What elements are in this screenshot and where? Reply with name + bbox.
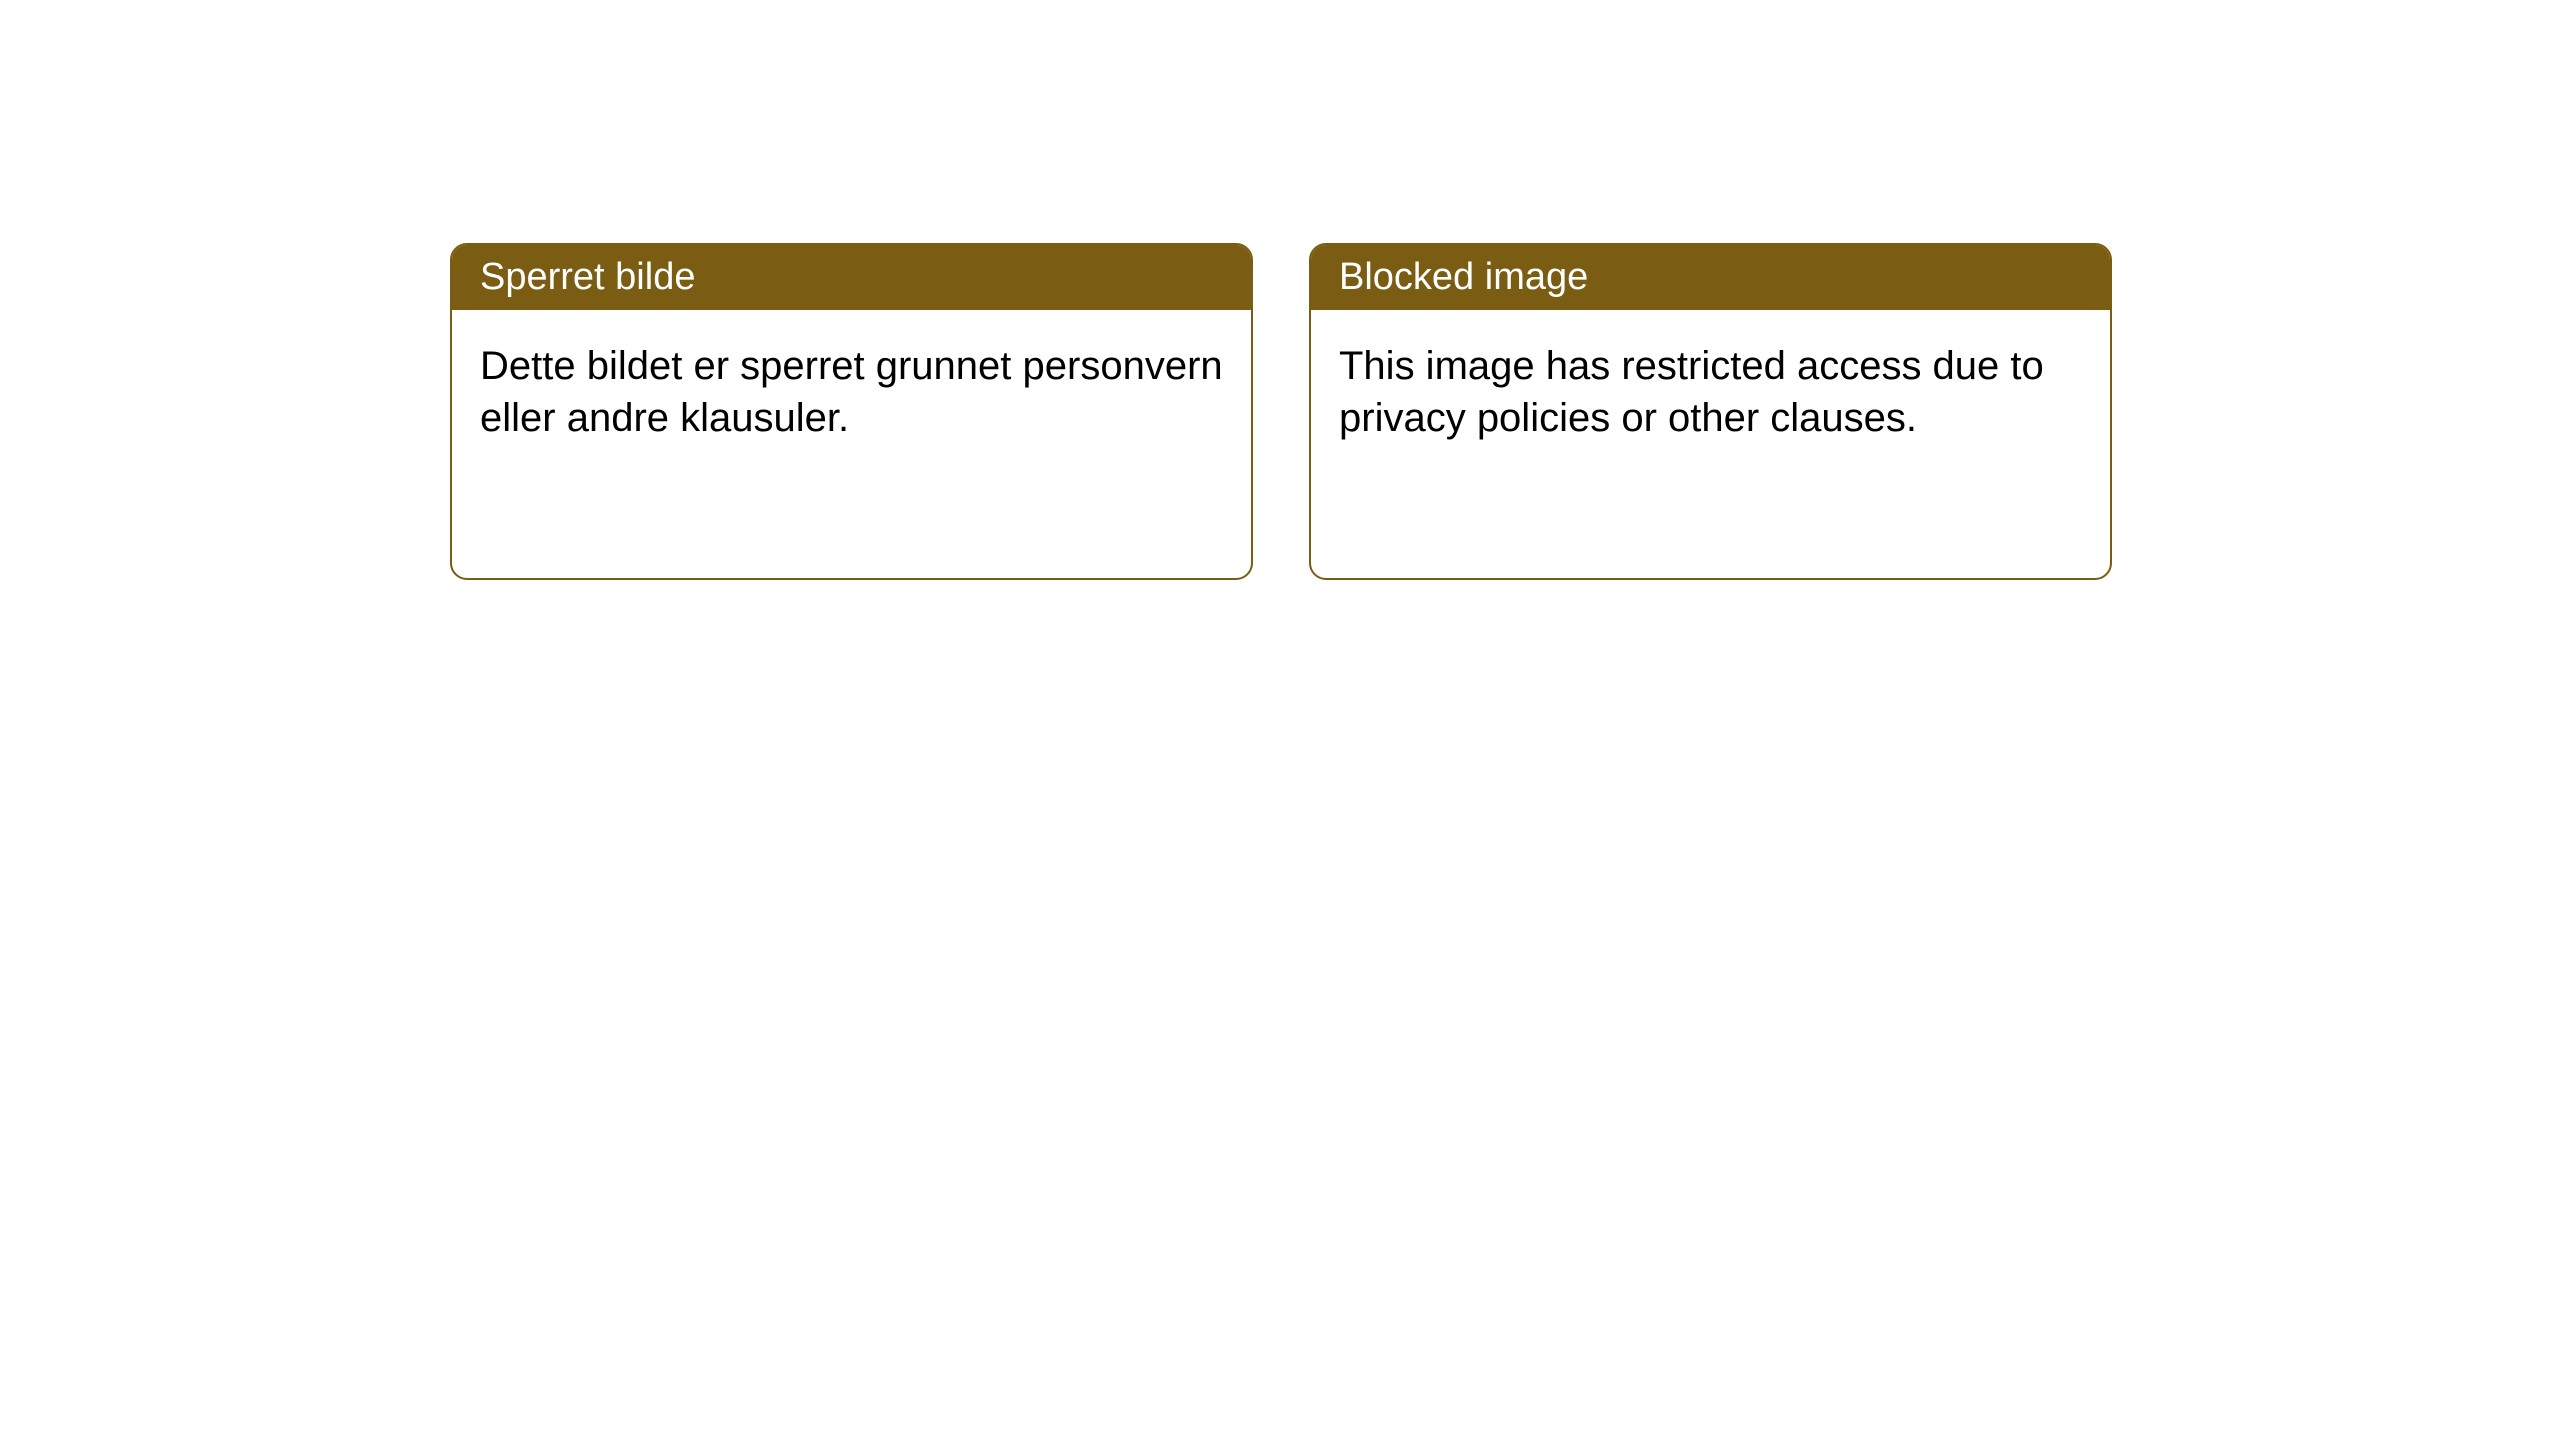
card-title-no: Sperret bilde (480, 256, 695, 298)
card-text-en: This image has restricted access due to … (1339, 344, 2044, 440)
cards-container: Sperret bilde Dette bildet er sperret gr… (0, 0, 2560, 580)
card-header-no: Sperret bilde (452, 245, 1251, 310)
blocked-image-card-en: Blocked image This image has restricted … (1309, 243, 2112, 580)
card-title-en: Blocked image (1339, 256, 1588, 298)
card-header-en: Blocked image (1311, 245, 2110, 310)
blocked-image-card-no: Sperret bilde Dette bildet er sperret gr… (450, 243, 1253, 580)
card-body-no: Dette bildet er sperret grunnet personve… (452, 310, 1251, 474)
card-body-en: This image has restricted access due to … (1311, 310, 2110, 474)
card-text-no: Dette bildet er sperret grunnet personve… (480, 344, 1223, 440)
